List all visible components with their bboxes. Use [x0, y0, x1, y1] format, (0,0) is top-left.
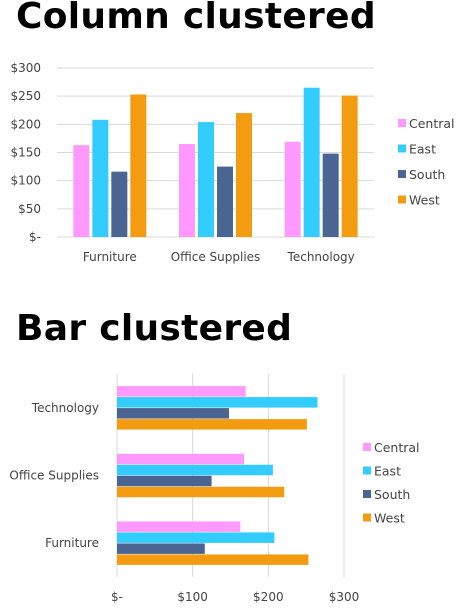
- legend-swatch-east: [398, 144, 406, 153]
- bar-south-office-supplies: [217, 166, 233, 237]
- legend-swatch-central: [398, 119, 406, 127]
- bar-south-technology: [117, 408, 229, 419]
- bar-central-office-supplies: [117, 453, 245, 465]
- y-tick-label: $250: [10, 89, 41, 103]
- bar-south-office-supplies: [117, 475, 212, 487]
- x-tick-label: Furniture: [83, 250, 137, 264]
- bar-east-office-supplies: [117, 464, 273, 476]
- x-tick-label: Office Supplies: [171, 250, 261, 264]
- bar-central-technology: [117, 386, 246, 397]
- y-tick-label: $100: [10, 174, 41, 188]
- column-chart-title: Column clustered: [16, 0, 376, 37]
- legend-label-south: South: [374, 487, 410, 502]
- legend-label-east: East: [409, 142, 436, 157]
- bar-east-furniture: [92, 119, 109, 237]
- legend-label-west: West: [374, 511, 405, 526]
- x-tick-label: Technology: [287, 250, 355, 264]
- legend-label-central: Central: [374, 440, 420, 455]
- y-tick-label: $150: [10, 146, 41, 160]
- y-tick-label: $200: [10, 117, 41, 131]
- bar-chart-title: Bar clustered: [16, 308, 293, 349]
- bar-west-office-supplies: [236, 113, 252, 237]
- bar-east-furniture: [117, 532, 275, 543]
- bar-central-technology: [284, 141, 301, 237]
- legend-label-central: Central: [409, 116, 455, 131]
- y-tick-label: Technology: [31, 401, 99, 415]
- y-tick-label: $50: [18, 202, 41, 216]
- y-tick-label: Furniture: [45, 536, 99, 550]
- bar-west-furniture: [117, 554, 309, 565]
- y-tick-label: $-: [29, 230, 41, 244]
- bar-south-furniture: [117, 543, 205, 554]
- bar-west-furniture: [130, 94, 147, 237]
- legend-label-east: East: [374, 464, 401, 479]
- bar-central-furniture: [117, 521, 241, 532]
- bar-east-technology: [117, 397, 318, 408]
- bar-central-furniture: [73, 145, 90, 237]
- bar-central-office-supplies: [179, 144, 195, 237]
- legend-swatch-central: [363, 443, 371, 451]
- x-tick-label: $-: [111, 590, 123, 604]
- legend-swatch-east: [363, 466, 371, 475]
- legend-swatch-west: [398, 195, 406, 204]
- bar-east-office-supplies: [198, 122, 214, 237]
- bar-south-furniture: [111, 171, 128, 237]
- legend-label-west: West: [409, 193, 440, 208]
- bar-east-technology: [303, 87, 320, 237]
- legend-swatch-south: [363, 490, 371, 498]
- bar-west-technology: [341, 95, 358, 237]
- x-tick-label: $300: [329, 590, 360, 604]
- legend-swatch-south: [398, 170, 406, 178]
- y-tick-label: Office Supplies: [9, 469, 99, 483]
- legend-swatch-west: [363, 513, 371, 522]
- bar-west-office-supplies: [117, 486, 285, 498]
- bar-south-technology: [322, 153, 339, 237]
- x-tick-label: $100: [177, 590, 208, 604]
- column-clustered-chart: $- $50 $100 $150 $200 $250 $300 Furniture Office…: [10, 61, 455, 264]
- bar-west-technology: [117, 419, 307, 430]
- y-tick-label: $300: [10, 61, 41, 75]
- x-tick-label: $200: [253, 590, 284, 604]
- legend-label-south: South: [409, 167, 445, 182]
